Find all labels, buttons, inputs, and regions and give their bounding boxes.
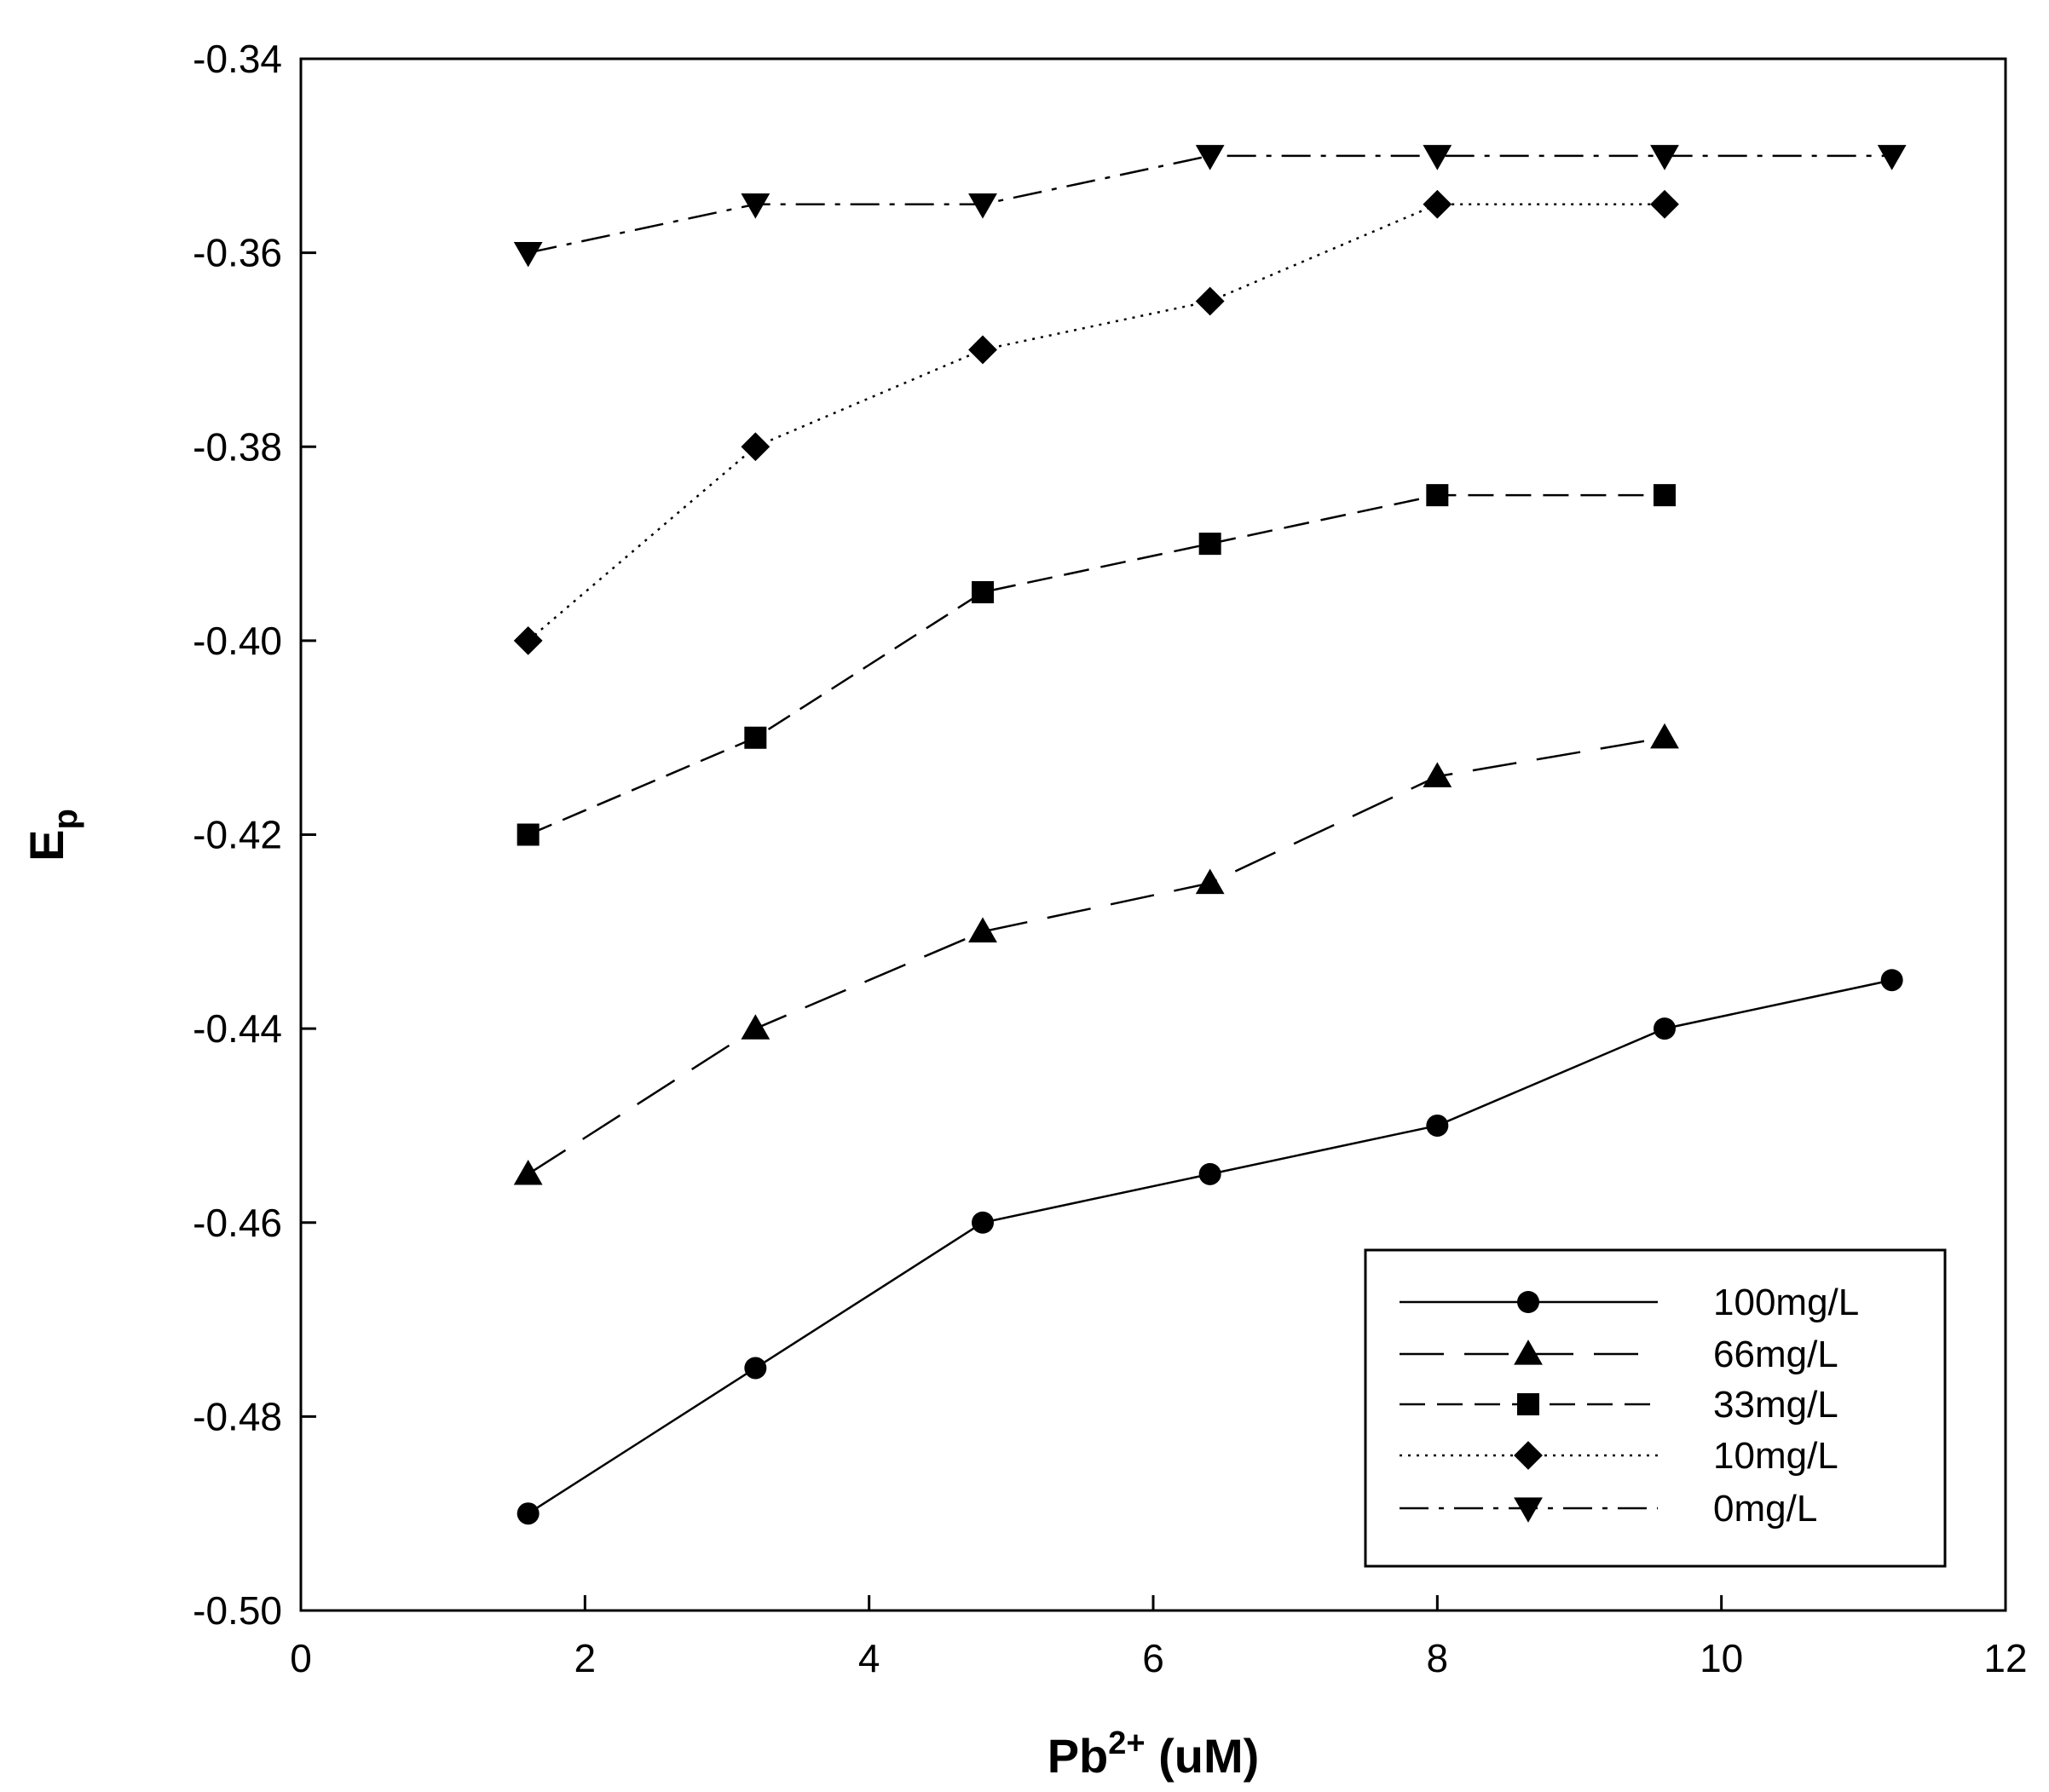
data-point [741,432,771,462]
data-point [517,1502,540,1525]
y-axis-title: Ep [20,809,84,861]
data-point [1880,969,1903,992]
legend-item: 66mg/L [1400,1334,1838,1375]
y-tick-label: -0.36 [193,231,282,275]
series-line [528,493,1665,836]
x-tick-label: 2 [574,1636,597,1680]
series-layer [513,145,1907,1525]
data-point [1195,868,1225,895]
data-point [968,335,997,365]
y-tick-label: -0.50 [193,1588,282,1633]
legend-marker [1517,1393,1539,1415]
legend-item: 100mg/L [1400,1282,1859,1323]
series-66mg/L [513,723,1679,1185]
legend-label: 10mg/L [1713,1435,1838,1477]
legend-marker [1514,1441,1543,1470]
legend-label: 100mg/L [1713,1282,1859,1323]
legend-item: 0mg/L [1400,1488,1817,1530]
legend-label: 33mg/L [1713,1384,1838,1426]
data-point [1650,189,1679,219]
x-axis-title: Pb2+ (uM) [1048,1726,1260,1783]
y-tick-label: -0.40 [193,619,282,663]
legend: 100mg/L 66mg/L 33mg/L 10mg/L 0mg/L [1364,1248,1947,1568]
series-100mg/L [517,969,1903,1525]
data-point [513,625,543,655]
y-tick-label: -0.46 [193,1201,282,1245]
y-tick-label: -0.48 [193,1394,282,1438]
data-point [1654,484,1676,507]
data-point [741,193,771,219]
data-point [1426,1114,1449,1137]
legend-item: 33mg/L [1400,1384,1838,1426]
data-point [513,1159,543,1185]
x-tick-label: 12 [1983,1636,2027,1680]
y-tick-label: -0.42 [193,813,282,857]
data-point [1198,533,1221,556]
x-tick-label: 10 [1700,1636,1743,1680]
legend-item: 10mg/L [1400,1435,1838,1477]
data-point [744,726,767,749]
data-point [1198,1162,1221,1185]
data-point [1650,723,1679,749]
data-point [1426,484,1449,507]
x-tick-label: 0 [290,1636,312,1680]
data-point [1877,145,1907,170]
x-axis-title-suffix: (uM) [1146,1729,1260,1783]
legend-label: 66mg/L [1713,1334,1838,1375]
y-tick-label: -0.38 [193,424,282,469]
x-tick-label: 8 [1427,1636,1449,1680]
data-point [1195,145,1225,170]
data-point [741,1014,771,1040]
data-point [968,193,997,219]
y-axis-title-base: E [20,830,73,861]
data-point [513,241,543,268]
y-axis-ticks: -0.50 -0.48 -0.46 -0.44 -0.42 -0.40 -0.38 -0.36… [193,37,316,1633]
x-tick-label: 4 [858,1636,880,1680]
y-tick-label: -0.44 [193,1006,282,1051]
data-point [744,1357,767,1380]
data-point [1423,145,1452,170]
data-point [1195,286,1225,316]
series-0mg/L [513,145,1907,268]
y-tick-label: -0.34 [193,37,282,81]
data-point [1650,145,1679,170]
data-point [1423,762,1452,787]
legend-label: 0mg/L [1713,1488,1817,1530]
x-axis-ticks: 0 2 4 6 8 10 12 [290,1595,2028,1680]
series-line [527,203,1665,642]
series-line [527,736,1665,1175]
series-33mg/L [517,484,1676,846]
data-point [972,1211,994,1234]
legend-entries: 100mg/L 66mg/L 33mg/L 10mg/L 0mg/L [1400,1282,1859,1530]
data-point [517,823,540,846]
x-axis-title-superscript: 2+ [1108,1726,1145,1761]
data-point [1423,189,1452,219]
data-point [972,580,994,603]
series-10mg/L [513,189,1679,655]
y-axis-title-subscript: p [47,809,84,829]
data-point [1654,1017,1676,1040]
legend-marker [1514,1497,1543,1523]
x-tick-label: 6 [1142,1636,1164,1680]
data-point [968,917,997,942]
legend-marker [1514,1340,1543,1365]
x-axis-title-base: Pb [1048,1729,1109,1783]
legend-marker [1517,1291,1539,1313]
